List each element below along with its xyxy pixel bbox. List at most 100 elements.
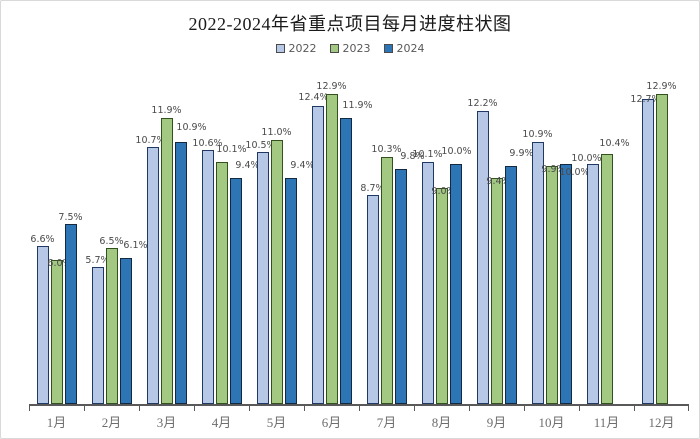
bar-value-label: 6.1% xyxy=(123,239,148,251)
legend-item-2022: 2022 xyxy=(275,42,317,55)
axis-tick xyxy=(29,406,30,411)
bar-2022-month-5: 10.5% xyxy=(245,140,276,404)
axis-tick xyxy=(468,406,470,411)
x-axis-label-7: 7月 xyxy=(376,415,397,430)
bar-2022-month-12: 12.7% xyxy=(630,94,661,404)
bar-value-label: 10.3% xyxy=(371,143,402,155)
bar-2022-month-10: 10.9% xyxy=(522,129,553,404)
plot-area: 6.6% 6.0% 7.5% 5.7% 6.5% 6.1% 10.7% 11.9% 10.9% 1… xyxy=(29,68,689,404)
bar-group-6: 12.4% 12.9% 11.9% xyxy=(298,68,373,404)
bar-value-label: 10.1% xyxy=(216,143,247,155)
bar-group-1: 6.6% 6.0% 7.5% xyxy=(29,68,84,404)
x-axis-label-3: 3月 xyxy=(156,415,177,430)
x-axis-label-4: 4月 xyxy=(211,415,232,430)
bar-value-label: 10.9% xyxy=(522,129,553,141)
bar-value-label: 10.7% xyxy=(135,135,166,147)
axis-tick xyxy=(634,406,635,411)
legend-swatch-2022 xyxy=(275,44,285,53)
bar-2024-month-1: 7.5% xyxy=(58,212,83,404)
bar-group-12: 12.7% 12.9% xyxy=(630,68,689,404)
bar-value-label: 11.9% xyxy=(151,105,182,117)
legend-swatch-2024 xyxy=(383,44,393,53)
bar-2024-month-9: 9.9% xyxy=(504,148,534,404)
legend-label: 2022 xyxy=(288,42,317,55)
bar-2022-month-3: 10.7% xyxy=(135,135,166,404)
bar-value-label: 12.4% xyxy=(298,92,329,104)
legend-swatch-2023 xyxy=(329,44,339,53)
bar-2022-month-4: 10.6% xyxy=(192,138,223,404)
chart-title: 2022-2024年省重点项目每月进度柱状图 xyxy=(188,14,512,34)
bar-value-label: 10.0% xyxy=(571,153,602,164)
axis-tick xyxy=(579,406,580,411)
bar-value-label: 9.8% xyxy=(400,150,425,162)
legend-item-2024: 2024 xyxy=(383,42,425,55)
axis-tick xyxy=(83,406,85,411)
bar-value-label: 7.5% xyxy=(58,212,83,223)
x-axis-label-5: 5月 xyxy=(266,415,287,430)
bar-2022-month-7: 8.7% xyxy=(360,183,385,404)
axis-tick xyxy=(524,406,525,411)
bar-value-label: 6.6% xyxy=(30,233,55,245)
axis-tick xyxy=(248,406,250,411)
axis-tick xyxy=(688,406,689,411)
bar-value-label: 9.4% xyxy=(235,160,260,172)
bar-2023-month-7: 10.3% xyxy=(371,144,402,404)
bar-value-label: 9.9% xyxy=(541,164,566,176)
bar-value-label: 5.7% xyxy=(85,255,110,267)
bar-2023-month-10: 9.9% xyxy=(541,164,566,404)
bar-2022-month-6: 12.4% xyxy=(298,92,329,404)
bar-group-11: 10.0% 10.4% xyxy=(571,68,634,404)
bar-group-5: 10.5% 11.0% 9.4% xyxy=(245,68,315,404)
bar-2023-month-6: 12.9% xyxy=(316,81,347,404)
axis-tick xyxy=(414,406,415,411)
bar-value-label: 12.9% xyxy=(316,81,347,93)
bar-2022-month-8: 10.1% xyxy=(412,149,443,404)
bar-group-9: 12.2% 9.4% 9.9% xyxy=(467,68,534,404)
axis-tick xyxy=(194,406,195,411)
x-axis-label-2: 2月 xyxy=(101,415,122,430)
bar-2023-month-12: 12.9% xyxy=(646,81,677,404)
bar-2024-month-8: 10.0% xyxy=(441,146,472,404)
bar-value-label: 6.0% xyxy=(47,258,72,269)
axis-tick xyxy=(304,406,305,411)
x-axis-labels: 1月 2月 3月 4月 5月 6月 7月 8月 9月 10月 11月 12月 xyxy=(29,412,689,431)
bar-group-8: 10.1% 9.0% 10.0% xyxy=(412,68,472,404)
bar-value-label: 10.6% xyxy=(192,137,223,149)
bar-2024-month-2: 6.1% xyxy=(119,240,148,404)
x-axis-label-9: 9月 xyxy=(486,415,507,430)
bar-value-label: 10.0% xyxy=(441,146,472,157)
bar-value-label: 9.4% xyxy=(486,176,511,188)
bar-value-label: 9.9% xyxy=(509,148,534,160)
bar-2024-month-4: 9.4% xyxy=(229,160,260,404)
bar-group-4: 10.6% 10.1% 9.4% xyxy=(192,68,260,404)
bar-2024-month-3: 10.9% xyxy=(174,122,207,404)
bar-group-2: 5.7% 6.5% 6.1% xyxy=(84,68,148,404)
bar-value-label: 10.1% xyxy=(412,148,443,160)
bar-value-label: 9.0% xyxy=(431,186,456,197)
bar-2023-month-9: 9.4% xyxy=(486,176,511,404)
legend-item-2023: 2023 xyxy=(329,42,371,55)
bar-value-label: 8.7% xyxy=(360,183,385,195)
bar-2023-month-5: 11.0% xyxy=(261,127,292,404)
bar-value-label: 12.9% xyxy=(646,81,677,93)
bar-group-7: 8.7% 10.3% 9.8% xyxy=(359,68,425,404)
x-axis-label-1: 1月 xyxy=(46,415,67,430)
x-axis-label-12: 12月 xyxy=(648,415,675,430)
legend-label: 2024 xyxy=(396,42,425,55)
x-axis-line xyxy=(29,404,689,406)
axis-tick xyxy=(138,406,140,411)
bar-2022-month-1: 6.6% xyxy=(30,234,55,404)
bar-value-label: 11.0% xyxy=(261,127,292,138)
bar-2024-month-5: 9.4% xyxy=(284,160,315,404)
bar-value-label: 12.2% xyxy=(467,98,498,110)
bar-value-label: 10.4% xyxy=(599,138,630,150)
x-axis-label-10: 10月 xyxy=(538,415,565,430)
x-axis-ticks xyxy=(29,406,689,411)
x-axis-label-6: 6月 xyxy=(321,415,342,430)
bar-value-label: 6.5% xyxy=(99,236,124,247)
bar-2022-month-2: 5.7% xyxy=(85,255,110,404)
bar-value-label: 10.5% xyxy=(245,140,276,151)
bar-2022-month-11: 10.0% xyxy=(571,153,602,404)
bar-2023-month-8: 9.0% xyxy=(431,186,456,404)
